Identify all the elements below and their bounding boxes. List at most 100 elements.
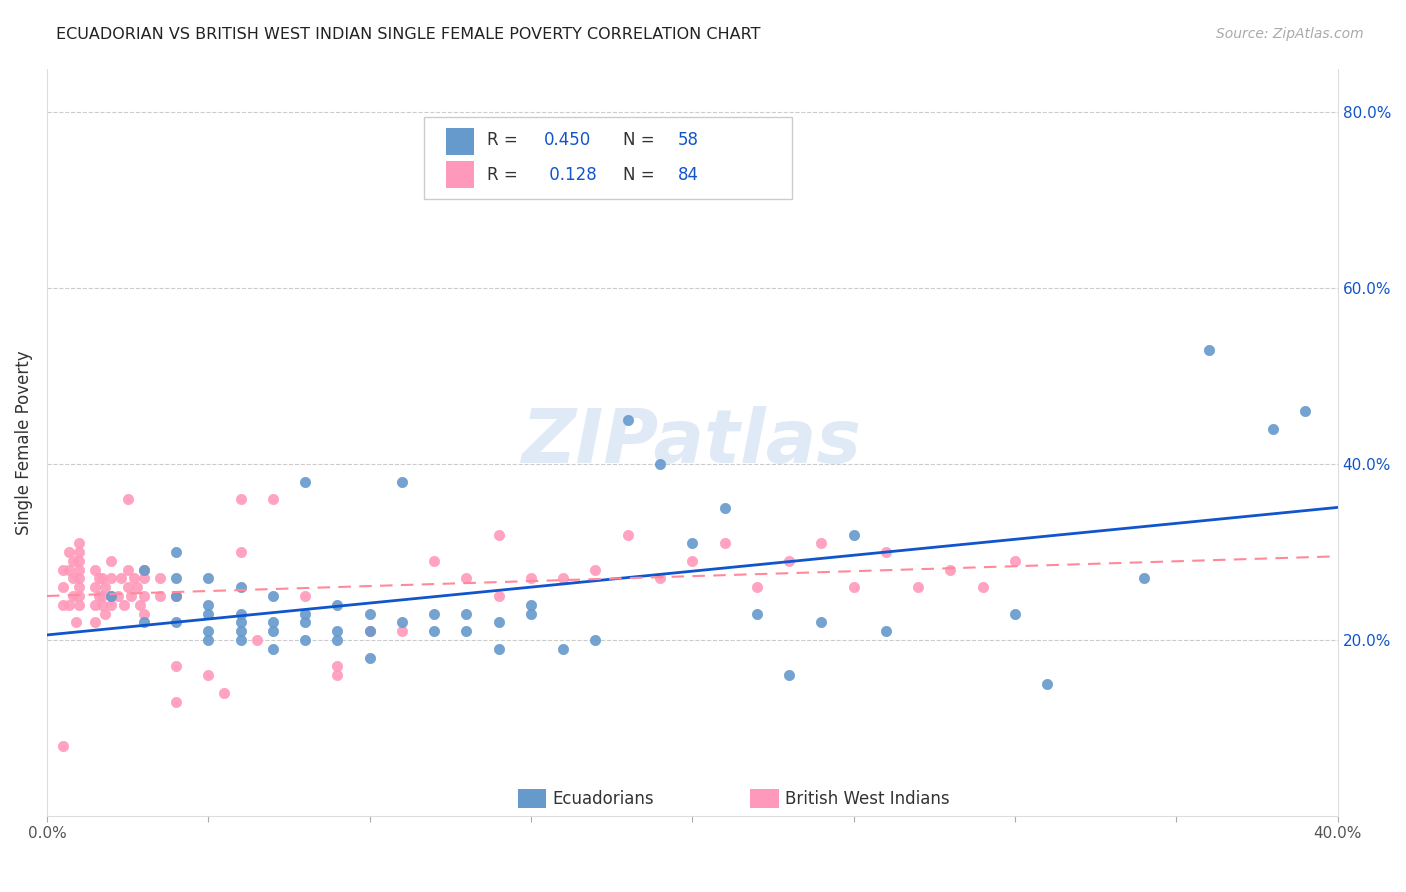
Point bbox=[423, 624, 446, 639]
Point bbox=[246, 633, 269, 648]
Point bbox=[149, 572, 172, 586]
Point bbox=[100, 589, 122, 603]
Point bbox=[294, 615, 316, 630]
Point bbox=[648, 572, 671, 586]
Point bbox=[132, 607, 155, 621]
Point bbox=[90, 598, 112, 612]
Point bbox=[262, 615, 284, 630]
Text: 84: 84 bbox=[678, 166, 699, 184]
Point bbox=[52, 563, 75, 577]
Point bbox=[1004, 554, 1026, 568]
Point bbox=[520, 598, 543, 612]
Point bbox=[229, 607, 252, 621]
Point bbox=[52, 598, 75, 612]
Point bbox=[326, 624, 349, 639]
Point bbox=[488, 527, 510, 541]
Point bbox=[423, 554, 446, 568]
Point bbox=[1004, 607, 1026, 621]
Point bbox=[391, 624, 413, 639]
Point bbox=[262, 624, 284, 639]
Point bbox=[132, 563, 155, 577]
Point bbox=[456, 607, 478, 621]
Point bbox=[262, 641, 284, 656]
Point bbox=[229, 492, 252, 507]
Point bbox=[553, 572, 575, 586]
Text: N =: N = bbox=[623, 131, 659, 149]
Point bbox=[100, 589, 122, 603]
Point bbox=[745, 607, 768, 621]
Point bbox=[456, 572, 478, 586]
Point bbox=[67, 536, 90, 550]
Point bbox=[87, 589, 110, 603]
Point bbox=[294, 475, 316, 489]
Point bbox=[197, 624, 219, 639]
Point bbox=[713, 501, 735, 516]
Point bbox=[488, 589, 510, 603]
Point bbox=[778, 668, 800, 682]
Point bbox=[132, 589, 155, 603]
Point bbox=[294, 633, 316, 648]
Point bbox=[58, 598, 80, 612]
Text: 58: 58 bbox=[678, 131, 699, 149]
Point bbox=[165, 545, 187, 559]
Point bbox=[875, 624, 897, 639]
Point bbox=[1261, 422, 1284, 436]
Point bbox=[1133, 572, 1156, 586]
Point bbox=[907, 580, 929, 594]
Point bbox=[359, 624, 381, 639]
Point bbox=[359, 624, 381, 639]
Point bbox=[681, 536, 703, 550]
Text: N =: N = bbox=[623, 166, 659, 184]
Point bbox=[100, 572, 122, 586]
Point bbox=[165, 659, 187, 673]
Point bbox=[127, 580, 149, 594]
Point bbox=[165, 589, 187, 603]
Point bbox=[1036, 677, 1059, 691]
Point bbox=[1198, 343, 1220, 357]
Point bbox=[810, 536, 832, 550]
Point bbox=[84, 580, 107, 594]
Point bbox=[165, 589, 187, 603]
Point bbox=[67, 563, 90, 577]
Point bbox=[842, 580, 865, 594]
Point bbox=[262, 492, 284, 507]
Point bbox=[214, 686, 236, 700]
Point bbox=[120, 589, 142, 603]
Point bbox=[326, 598, 349, 612]
Point bbox=[62, 589, 84, 603]
Point bbox=[229, 580, 252, 594]
Point bbox=[197, 572, 219, 586]
Text: R =: R = bbox=[486, 166, 523, 184]
Point bbox=[229, 545, 252, 559]
Point bbox=[165, 695, 187, 709]
Point bbox=[117, 563, 139, 577]
Point bbox=[488, 615, 510, 630]
Point bbox=[488, 641, 510, 656]
Point bbox=[229, 633, 252, 648]
Point bbox=[585, 563, 607, 577]
Point bbox=[197, 598, 219, 612]
Point bbox=[112, 598, 135, 612]
Text: British West Indians: British West Indians bbox=[785, 789, 950, 808]
Point bbox=[745, 580, 768, 594]
Point bbox=[810, 615, 832, 630]
Text: ZIPatlas: ZIPatlas bbox=[522, 406, 862, 479]
Point bbox=[165, 615, 187, 630]
Point bbox=[229, 624, 252, 639]
Point bbox=[197, 633, 219, 648]
Text: Source: ZipAtlas.com: Source: ZipAtlas.com bbox=[1216, 27, 1364, 41]
Point bbox=[262, 589, 284, 603]
Point bbox=[616, 413, 638, 427]
Point bbox=[391, 475, 413, 489]
Point bbox=[94, 580, 117, 594]
Text: Ecuadorians: Ecuadorians bbox=[553, 789, 654, 808]
Point bbox=[129, 598, 152, 612]
Point bbox=[67, 572, 90, 586]
Point bbox=[326, 633, 349, 648]
Point bbox=[229, 615, 252, 630]
Point bbox=[122, 572, 145, 586]
Point bbox=[87, 572, 110, 586]
Point bbox=[359, 607, 381, 621]
Point bbox=[67, 598, 90, 612]
Point bbox=[65, 615, 87, 630]
